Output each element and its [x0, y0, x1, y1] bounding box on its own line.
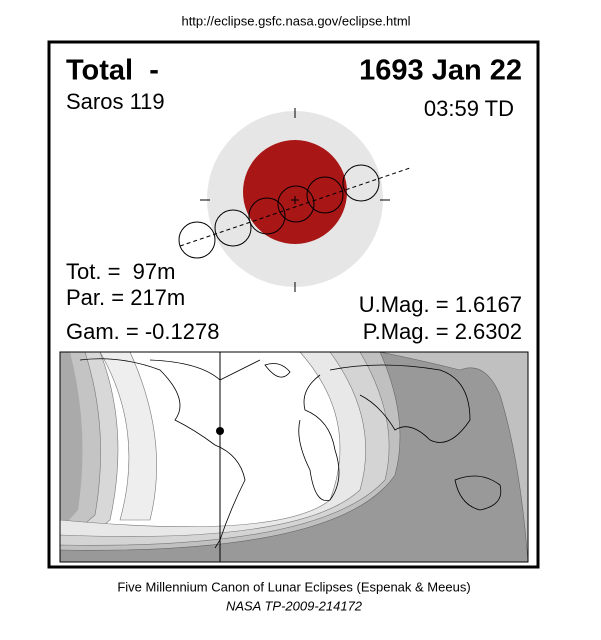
- visibility-map: [59, 351, 529, 563]
- eclipse-date: 1693 Jan 22: [359, 55, 522, 87]
- eclipse-diagram: [178, 108, 411, 292]
- time: 03:59 TD: [424, 96, 514, 121]
- frame: [47, 40, 540, 569]
- penumbral-magnitude: P.Mag. = 2.6302: [363, 319, 522, 344]
- citation: Five Millennium Canon of Lunar Eclipses …: [117, 579, 470, 594]
- umbra: [243, 140, 347, 244]
- partial-duration: Par. = 217m: [66, 285, 185, 310]
- eclipse-type: Total -: [66, 55, 159, 87]
- url: http://eclipse.gsfc.nasa.gov/eclipse.htm…: [181, 13, 410, 28]
- moon-positions: [178, 164, 380, 259]
- gamma: Gam. = -0.1278: [66, 319, 219, 344]
- axis-ticks: [200, 108, 390, 292]
- total-duration: Tot. = 97m: [66, 259, 175, 284]
- umbral-magnitude: U.Mag. = 1.6167: [359, 292, 522, 317]
- moon-path: [179, 167, 411, 247]
- reference: NASA TP-2009-214172: [226, 598, 363, 613]
- saros: Saros 119: [66, 89, 165, 114]
